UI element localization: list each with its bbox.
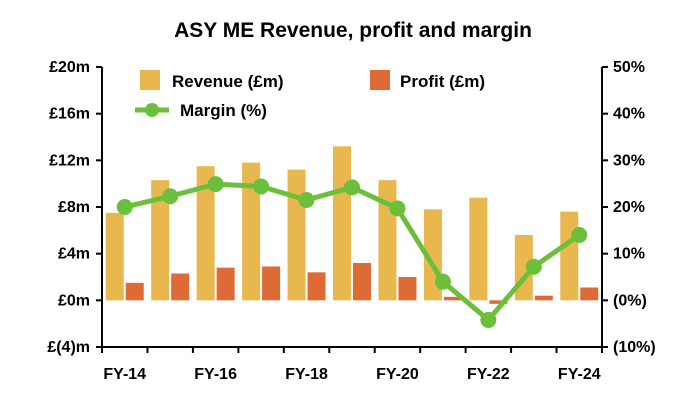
x-tick-label: FY-16	[194, 366, 237, 383]
margin-marker-fy-14	[116, 199, 133, 215]
revenue-bar-fy-18	[287, 169, 306, 301]
right-tick-label: 50%	[613, 59, 645, 76]
profit-bar-fy-14	[125, 282, 144, 301]
profit-bar-fy-17	[262, 266, 281, 301]
right-tick-label: 40%	[613, 106, 645, 123]
revenue-bar-fy-16	[196, 166, 215, 301]
x-tick-label: FY-18	[285, 366, 328, 383]
plot-area: £20m £16m £12m £8m £4m £0m £(4)m 50% 40% 30% 20% 10…	[47, 59, 655, 383]
margin-marker-fy-23	[525, 258, 542, 275]
margin-marker-fy-24	[571, 227, 588, 243]
margin-marker-fy-19	[344, 179, 360, 196]
profit-bar-fy-22	[489, 300, 508, 304]
x-tick-label: FY-14	[103, 366, 146, 383]
profit-bar-fy-16	[216, 267, 235, 301]
left-tick-label: £20m	[49, 59, 90, 76]
margin-marker-fy-17	[253, 178, 270, 195]
profit-bar-fy-21	[443, 296, 462, 301]
legend: Revenue (£m) Profit (£m) Margin (%)	[135, 70, 485, 120]
margin-marker-fy-21	[434, 273, 451, 290]
left-tick-label: £12m	[49, 152, 90, 169]
profit-bar-fy-24	[580, 287, 599, 301]
revenue-bar-fy-17	[242, 162, 261, 301]
legend-label-margin: Margin (%)	[180, 101, 267, 120]
margin-marker-fy-16	[207, 176, 224, 193]
margin-line	[124, 181, 581, 323]
profit-bar-fy-23	[534, 295, 553, 301]
right-tick-label: 10%	[613, 246, 645, 263]
revenue-bar-fy-19	[333, 146, 351, 301]
revenue-bar-fy-24	[560, 211, 579, 301]
profit-bar-fy-19	[353, 263, 371, 301]
legend-swatch-profit	[370, 70, 390, 90]
right-tick-label: 30%	[613, 152, 645, 169]
revenue-bar-fy-22	[469, 197, 488, 301]
x-tick-label: FY-22	[467, 366, 510, 383]
profit-bar-fy-18	[307, 272, 326, 301]
profit-bar-fy-20	[398, 277, 417, 301]
left-tick-label: £0m	[58, 292, 90, 309]
profit-bar-fy-15	[171, 273, 190, 301]
margin-marker-fy-22	[480, 311, 497, 328]
margin-marker-fy-20	[389, 200, 406, 217]
left-tick-label: £4m	[58, 246, 90, 263]
left-tick-label: £16m	[49, 106, 90, 123]
margin-marker-fy-18	[298, 192, 315, 208]
x-tick-label: FY-24	[558, 366, 601, 383]
legend-marker-margin	[145, 103, 159, 117]
revenue-bar-fy-15	[151, 180, 170, 301]
revenue-bar-fy-14	[105, 212, 124, 301]
x-tick-label: FY-20	[376, 366, 419, 383]
margin-marker-fy-15	[162, 188, 179, 205]
right-tick-label: 20%	[613, 199, 645, 216]
left-tick-label: £(4)m	[47, 339, 90, 356]
left-tick-label: £8m	[58, 199, 90, 216]
chart-title: ASY ME Revenue, profit and margin	[174, 19, 532, 42]
right-tick-label: (0%)	[613, 292, 647, 309]
right-tick-label: (10%)	[613, 339, 656, 356]
legend-swatch-revenue	[140, 70, 160, 90]
legend-label-profit: Profit (£m)	[400, 72, 485, 91]
legend-label-revenue: Revenue (£m)	[172, 72, 283, 91]
